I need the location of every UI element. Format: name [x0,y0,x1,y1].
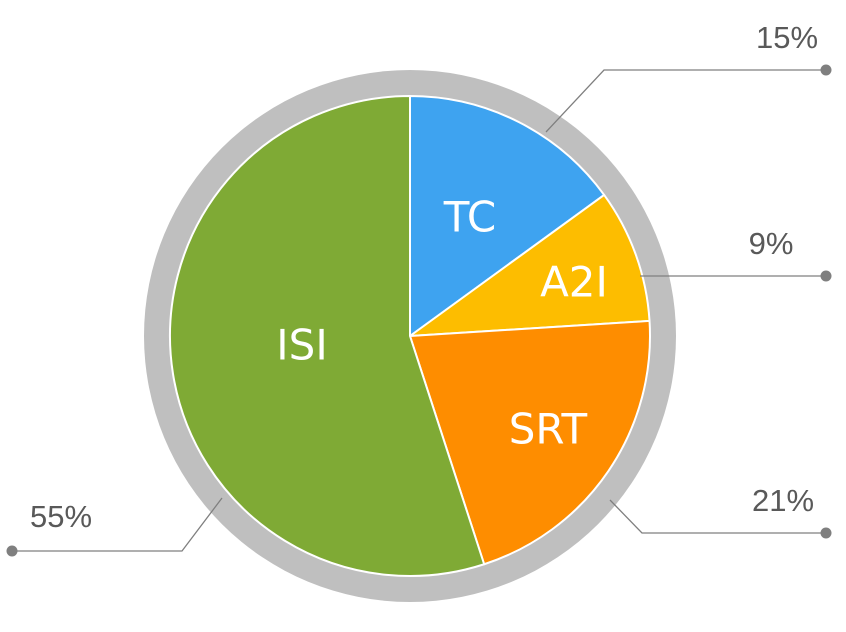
slice-label-tc: TC [443,193,497,242]
leader-dot-tc [820,64,832,76]
percent-label-a2i: 9% [749,226,794,261]
percent-label-isi: 55% [30,499,92,534]
leader-dot-isi [6,545,18,557]
leader-dot-srt [820,527,832,539]
leader-line-isi [12,497,223,552]
pie-slice-tc [409,95,606,337]
slice-label-a2i: A2I [540,258,608,307]
percent-label-srt: 21% [752,483,814,518]
pie-slice-a2i [409,193,651,337]
leader-dot-a2i [820,270,832,282]
percent-label-tc: 15% [756,20,818,55]
slice-label-srt: SRT [509,405,588,454]
pie-slice-isi [169,95,486,577]
pie-slice-srt [409,319,651,566]
leader-line-srt [609,499,826,534]
slice-label-isi: ISI [276,321,327,370]
leader-line-tc [545,69,826,133]
